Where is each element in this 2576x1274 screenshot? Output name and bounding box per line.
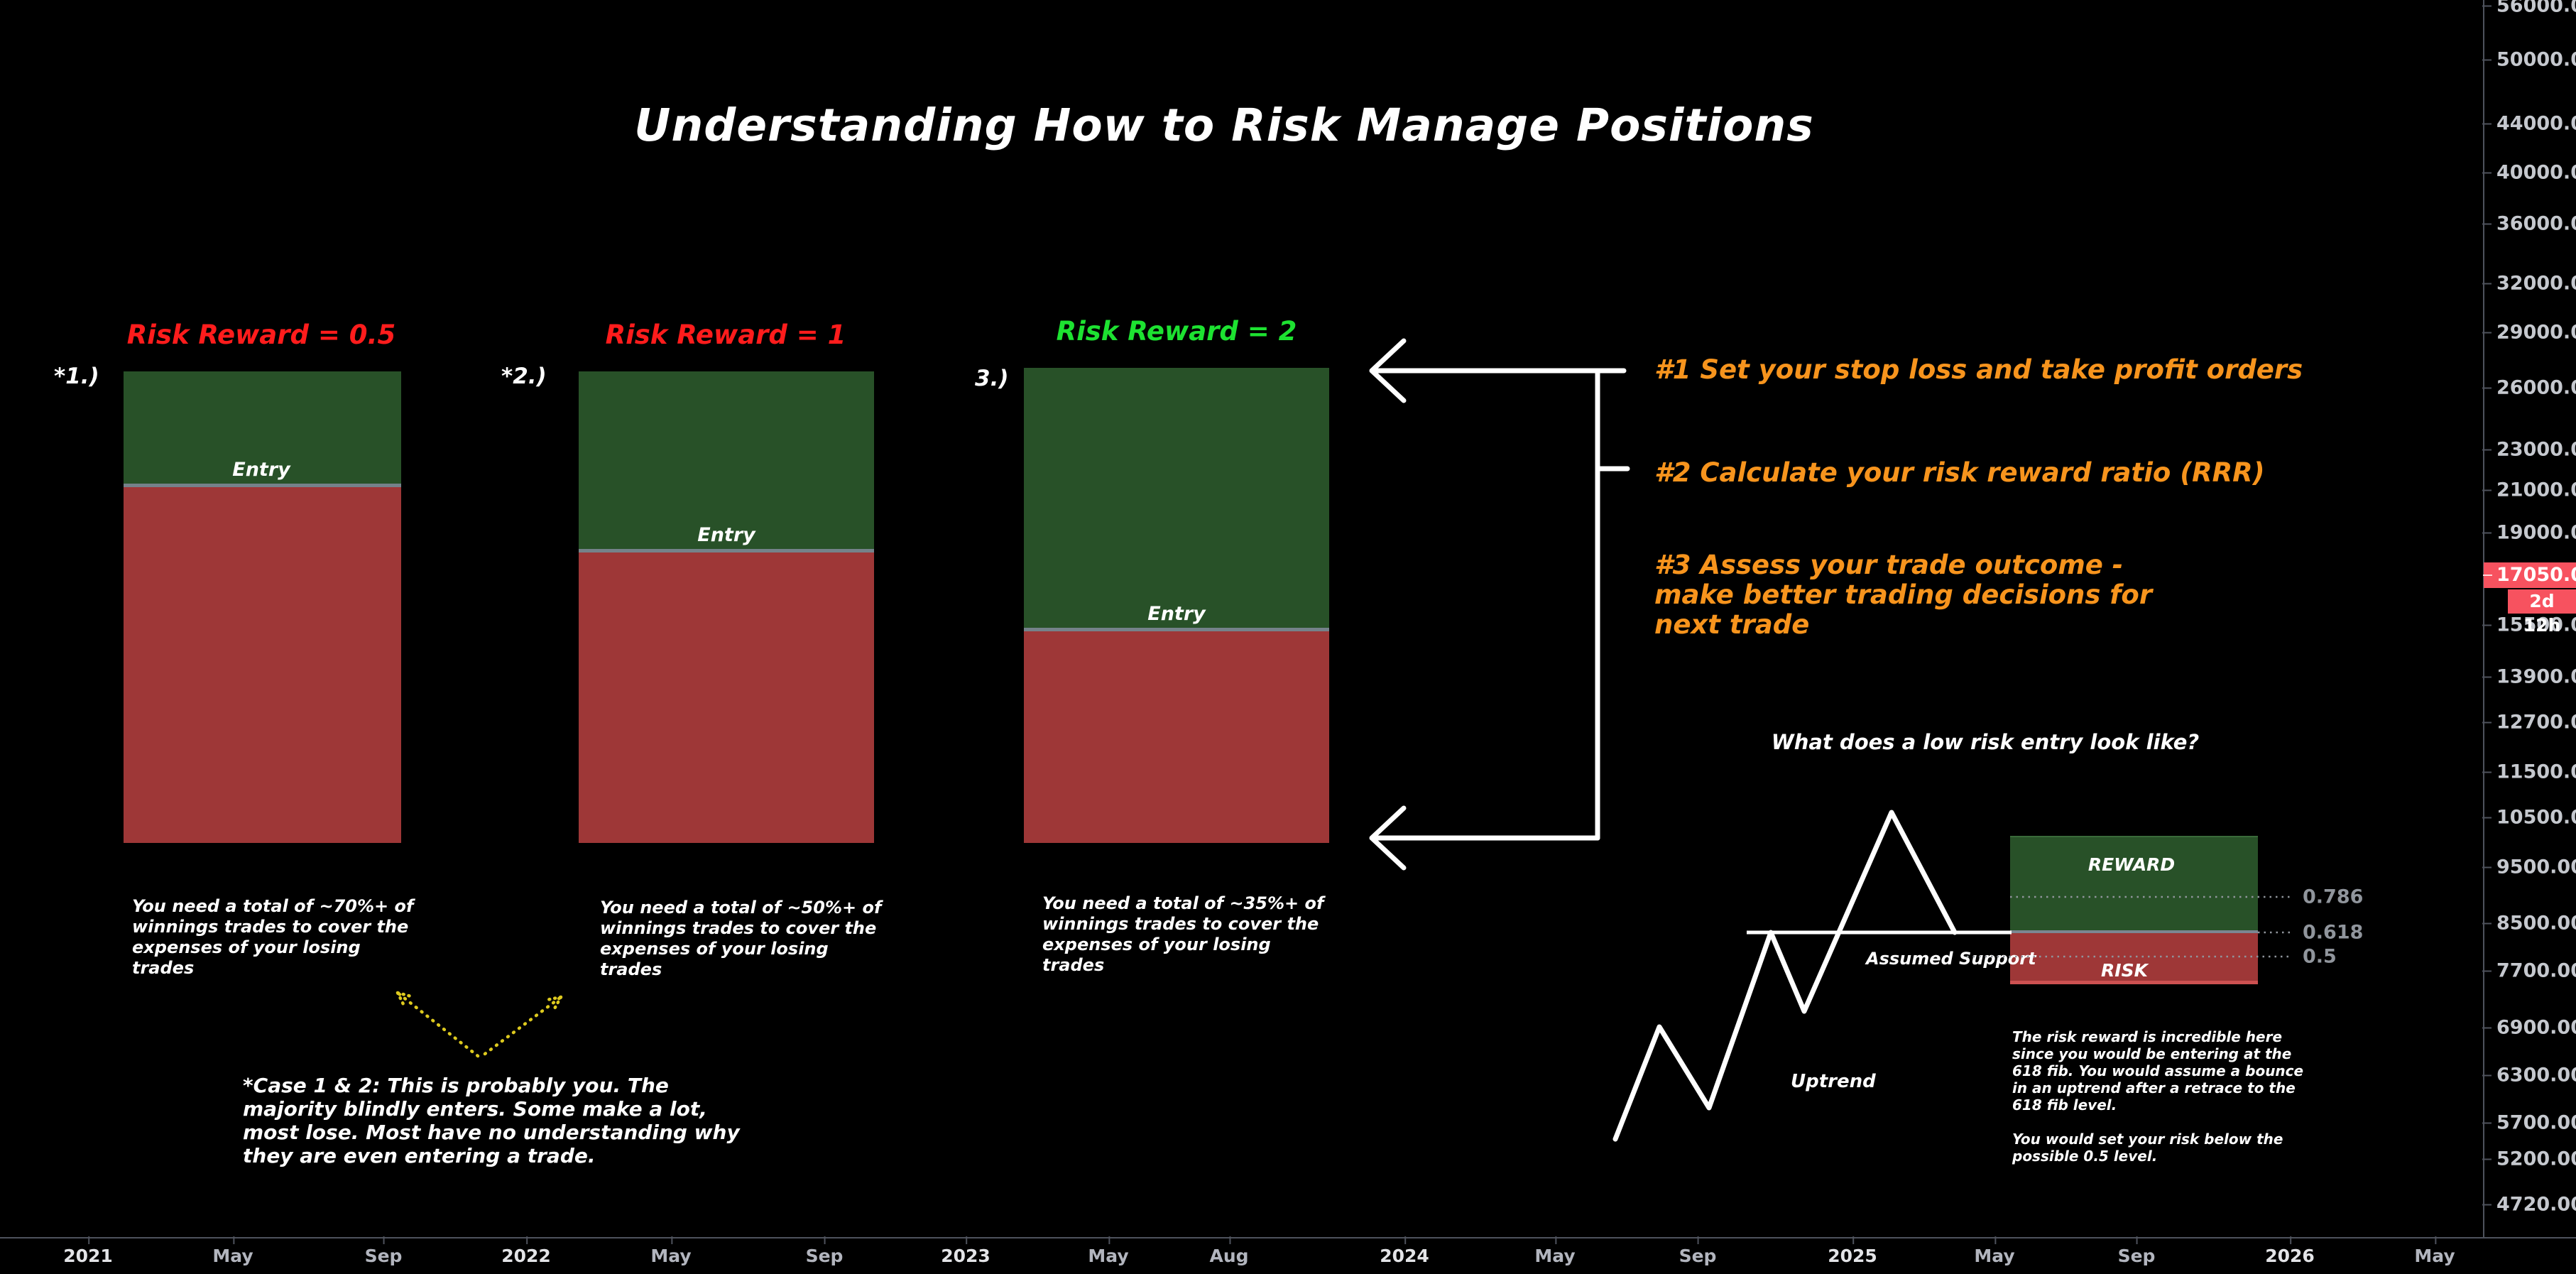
case3-heading[interactable]: Risk Reward = 2	[1056, 316, 1297, 347]
fib-level-label: 0.786	[2303, 886, 2364, 908]
yellow-dotted-arrow-right[interactable]	[483, 995, 563, 1056]
page-title[interactable]: Understanding How to Risk Manage Positio…	[634, 99, 1814, 151]
price-axis-label: 6300.00	[2482, 1065, 2576, 1087]
case2-heading[interactable]: Risk Reward = 1	[605, 320, 846, 350]
case1-id-label[interactable]: *1.)	[54, 364, 99, 389]
case3-entry-line[interactable]	[1024, 628, 1329, 631]
time-axis-label: 2024	[1380, 1236, 1429, 1266]
price-axis-label: 7700.00	[2482, 960, 2576, 982]
price-axis-label: 9500.00	[2482, 856, 2576, 878]
price-axis-label: 15500.00	[2482, 614, 2576, 636]
mini-risk-box[interactable]	[2010, 933, 2258, 984]
reward-zone-label: REWARD	[2087, 854, 2176, 875]
time-axis-label: Sep	[364, 1236, 403, 1266]
time-axis-label: May	[1088, 1236, 1129, 1266]
case2-note[interactable]: You need a total of ~50%+ of winnings tr…	[600, 898, 882, 979]
time-axis-label: 2025	[1828, 1236, 1877, 1266]
price-axis-label: 50000.00	[2482, 49, 2576, 71]
case1-entry-label[interactable]: Entry	[232, 459, 290, 481]
time-axis-label: May	[650, 1236, 692, 1266]
uptrend-label[interactable]: Uptrend	[1791, 1071, 1876, 1092]
case1-risk-zone[interactable]	[124, 487, 401, 843]
price-axis-label: 19000.00	[2482, 522, 2576, 544]
price-axis-label: 21000.00	[2482, 479, 2576, 501]
mini-entry-line[interactable]	[2010, 930, 2258, 933]
step-3-text[interactable]: #3 Assess your trade outcome - make bett…	[1654, 550, 2153, 640]
price-axis-label: 4720.00	[2482, 1194, 2576, 1216]
price-axis-label: 11500.00	[2482, 761, 2576, 783]
case1-note[interactable]: You need a total of ~70%+ of winnings tr…	[132, 896, 414, 978]
fib-level-label: 0.5	[2303, 945, 2337, 968]
low-risk-question[interactable]: What does a low risk entry look like?	[1771, 730, 2200, 754]
price-axis-label: 36000.00	[2482, 213, 2576, 235]
time-axis-label: 2021	[63, 1236, 113, 1266]
time-axis-label: 2023	[941, 1236, 990, 1266]
case3-note[interactable]: You need a total of ~35%+ of winnings tr…	[1042, 893, 1324, 975]
case3-reward-zone[interactable]	[1024, 368, 1329, 628]
bar-countdown-label: 2d 12h	[2508, 589, 2576, 636]
price-axis-label: 32000.00	[2482, 273, 2576, 295]
price-axis-label: 8500.00	[2482, 913, 2576, 935]
price-axis-label: 40000.00	[2482, 162, 2576, 184]
time-axis-label: Aug	[1209, 1236, 1249, 1266]
time-axis-label: Sep	[2117, 1236, 2156, 1266]
time-axis-label: Sep	[805, 1236, 844, 1266]
case2-risk-reward-box[interactable]	[579, 371, 874, 843]
case2-risk-zone[interactable]	[579, 552, 874, 843]
risk-zone-label: RISK	[2101, 960, 2148, 981]
yellow-dotted-arrow-left[interactable]	[395, 991, 480, 1058]
assumed-support-label[interactable]: Assumed Support	[1866, 949, 2036, 969]
time-axis-label: May	[2414, 1236, 2455, 1266]
price-axis-label: 29000.00	[2482, 322, 2576, 344]
case2-entry-label[interactable]: Entry	[697, 524, 755, 546]
case1-risk-reward-box[interactable]	[124, 371, 401, 843]
price-axis-label: 13900.00	[2482, 666, 2576, 688]
case2-reward-zone[interactable]	[579, 371, 874, 549]
uptrend-zigzag-line[interactable]	[1612, 810, 1958, 1142]
price-axis-label: 23000.00	[2482, 439, 2576, 461]
case2-entry-line[interactable]	[579, 549, 874, 552]
price-axis-label: 5200.00	[2482, 1148, 2576, 1170]
fib-entry-note[interactable]: The risk reward is incredible here since…	[2012, 1028, 2304, 1165]
step-1-text[interactable]: #1 Set your stop loss and take profit or…	[1654, 354, 2303, 385]
time-axis-label: Sep	[1679, 1236, 1717, 1266]
price-axis-label: 6900.00	[2482, 1017, 2576, 1039]
time-axis-label: May	[212, 1236, 253, 1266]
case3-risk-zone[interactable]	[1024, 631, 1329, 843]
case2-id-label[interactable]: *2.)	[501, 364, 547, 389]
case3-id-label[interactable]: 3.)	[975, 366, 1009, 391]
price-axis-label: 10500.00	[2482, 807, 2576, 829]
price-axis-label: 12700.00	[2482, 712, 2576, 734]
case-1-2-commentary[interactable]: *Case 1 & 2: This is probably you. The m…	[243, 1074, 740, 1167]
fib-level-label: 0.618	[2303, 921, 2364, 944]
price-axis-label: 56000.00	[2482, 0, 2576, 17]
time-axis-label: May	[1534, 1236, 1576, 1266]
case3-entry-label[interactable]: Entry	[1147, 603, 1206, 625]
step-2-text[interactable]: #2 Calculate your risk reward ratio (RRR…	[1654, 457, 2265, 488]
last-price-label: 17050.00	[2483, 562, 2576, 588]
time-axis-label: 2022	[501, 1236, 551, 1266]
case3-risk-reward-box[interactable]	[1024, 368, 1329, 843]
price-axis-label: 26000.00	[2482, 377, 2576, 399]
time-axis-border	[0, 1237, 2576, 1238]
price-axis-label: 44000.00	[2482, 113, 2576, 135]
white-bracket-arrows[interactable]	[1369, 338, 1630, 871]
case1-entry-line[interactable]	[124, 484, 401, 487]
time-axis-label: 2026	[2265, 1236, 2315, 1266]
case1-heading[interactable]: Risk Reward = 0.5	[126, 320, 396, 350]
price-axis-label: 5700.00	[2482, 1112, 2576, 1134]
mini-reward-box[interactable]	[2010, 836, 2258, 932]
price-axis-border	[2483, 0, 2484, 1237]
case1-reward-zone[interactable]	[124, 371, 401, 484]
time-axis-label: May	[1974, 1236, 2015, 1266]
